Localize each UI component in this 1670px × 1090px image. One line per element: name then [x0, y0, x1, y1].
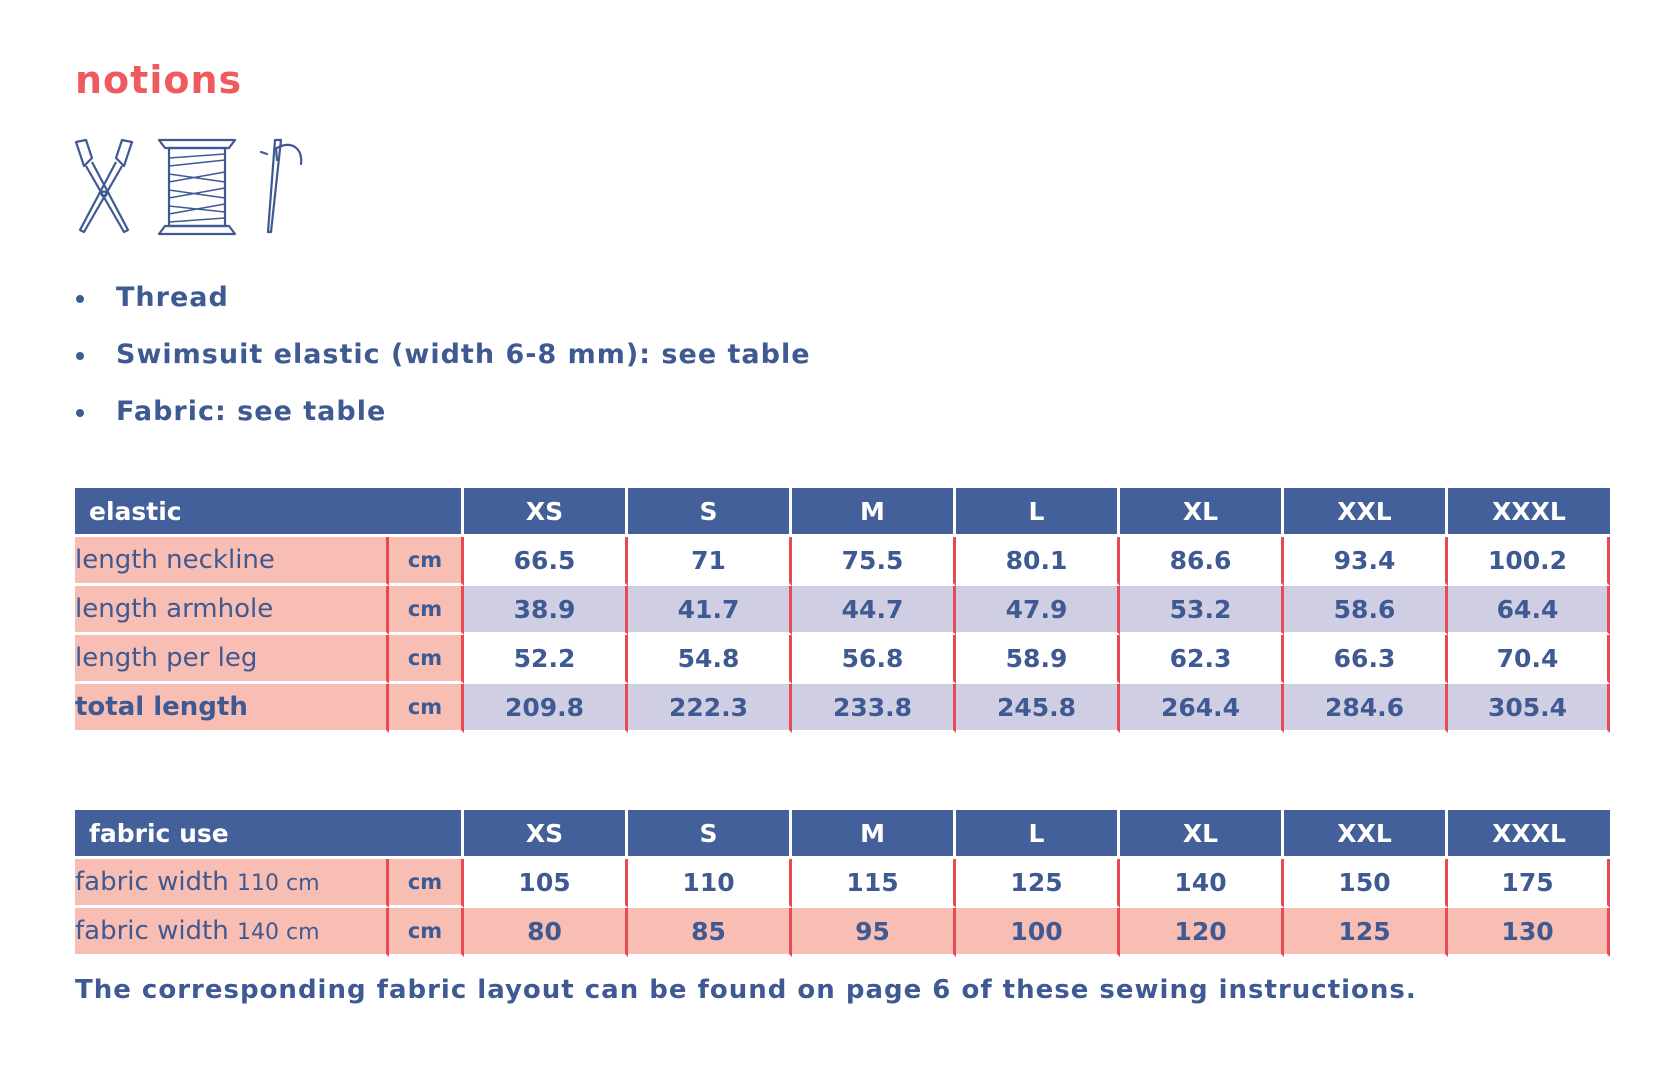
size-header: L [956, 810, 1121, 859]
size-header: XXL [1284, 810, 1449, 859]
table-header-row: fabric use XS S M L XL XXL XXXL [75, 810, 1611, 859]
value-cell: 150 [1284, 859, 1449, 908]
row-label: length per leg [75, 635, 389, 684]
value-cell: 209.8 [464, 684, 628, 733]
value-cell: 110 [628, 859, 793, 908]
unit-cell: cm [389, 908, 465, 957]
value-cell: 54.8 [628, 635, 792, 684]
value-cell: 66.3 [1284, 635, 1448, 684]
value-cell: 305.4 [1448, 684, 1610, 733]
value-cell: 140 [1120, 859, 1285, 908]
value-cell: 115 [792, 859, 957, 908]
size-header: XXXL [1448, 488, 1610, 537]
row-label: length neckline [75, 537, 389, 586]
value-cell: 233.8 [792, 684, 956, 733]
value-cell: 80 [464, 908, 629, 957]
row-label: total length [75, 684, 389, 733]
size-header: XS [464, 488, 628, 537]
value-cell: 130 [1448, 908, 1611, 957]
size-header: S [628, 810, 793, 859]
row-label-width: 110 cm [237, 871, 320, 896]
value-cell: 41.7 [628, 586, 792, 635]
size-header: M [792, 810, 957, 859]
size-header: XS [464, 810, 629, 859]
table-row: fabric width 110 cm cm 105 110 115 125 1… [75, 859, 1611, 908]
row-label: fabric width 140 cm [75, 908, 389, 957]
value-cell: 62.3 [1120, 635, 1284, 684]
value-cell: 222.3 [628, 684, 792, 733]
elastic-table-title: elastic [75, 488, 464, 537]
value-cell: 125 [1284, 908, 1449, 957]
value-cell: 105 [464, 859, 629, 908]
value-cell: 95 [792, 908, 957, 957]
size-header: L [956, 488, 1120, 537]
value-cell: 85 [628, 908, 793, 957]
table-row: length armhole cm 38.9 41.7 44.7 47.9 53… [75, 586, 1610, 635]
value-cell: 80.1 [956, 537, 1120, 586]
size-header: XXL [1284, 488, 1448, 537]
row-label: length armhole [75, 586, 389, 635]
value-cell: 100.2 [1448, 537, 1610, 586]
list-item: Swimsuit elastic (width 6-8 mm): see tab… [72, 335, 811, 392]
unit-cell: cm [389, 537, 464, 586]
needle-icon [259, 138, 303, 234]
page-title: notions [75, 58, 243, 102]
row-label-text: fabric width [75, 916, 229, 946]
value-cell: 44.7 [792, 586, 956, 635]
value-cell: 120 [1120, 908, 1285, 957]
row-label-text: fabric width [75, 867, 229, 897]
unit-cell: cm [389, 586, 464, 635]
notions-list: Thread Swimsuit elastic (width 6-8 mm): … [72, 278, 811, 449]
unit-cell: cm [389, 635, 464, 684]
fabric-table-title: fabric use [75, 810, 465, 859]
notions-icons [72, 138, 332, 248]
value-cell: 75.5 [792, 537, 956, 586]
value-cell: 175 [1448, 859, 1611, 908]
value-cell: 38.9 [464, 586, 628, 635]
value-cell: 66.5 [464, 537, 628, 586]
table-row: fabric width 140 cm cm 80 85 95 100 120 … [75, 908, 1611, 957]
size-header: S [628, 488, 792, 537]
size-header: XL [1120, 810, 1285, 859]
value-cell: 58.9 [956, 635, 1120, 684]
value-cell: 86.6 [1120, 537, 1284, 586]
value-cell: 70.4 [1448, 635, 1610, 684]
size-header: XL [1120, 488, 1284, 537]
scissors-icon [74, 138, 134, 234]
list-item: Thread [72, 278, 811, 335]
value-cell: 71 [628, 537, 792, 586]
row-label-width: 140 cm [237, 920, 320, 945]
value-cell: 64.4 [1448, 586, 1610, 635]
unit-cell: cm [389, 859, 465, 908]
value-cell: 52.2 [464, 635, 628, 684]
value-cell: 125 [956, 859, 1121, 908]
row-label: fabric width 110 cm [75, 859, 389, 908]
value-cell: 93.4 [1284, 537, 1448, 586]
list-item: Fabric: see table [72, 392, 811, 449]
thread-spool-icon [157, 138, 237, 236]
size-header: M [792, 488, 956, 537]
value-cell: 47.9 [956, 586, 1120, 635]
unit-cell: cm [389, 684, 464, 733]
value-cell: 100 [956, 908, 1121, 957]
table-header-row: elastic XS S M L XL XXL XXXL [75, 488, 1610, 537]
table-row: length neckline cm 66.5 71 75.5 80.1 86.… [75, 537, 1610, 586]
fabric-use-table: fabric use XS S M L XL XXL XXXL fabric w… [75, 810, 1611, 957]
value-cell: 53.2 [1120, 586, 1284, 635]
value-cell: 58.6 [1284, 586, 1448, 635]
table-row-total: total length cm 209.8 222.3 233.8 245.8 … [75, 684, 1610, 733]
value-cell: 245.8 [956, 684, 1120, 733]
value-cell: 264.4 [1120, 684, 1284, 733]
table-row: length per leg cm 52.2 54.8 56.8 58.9 62… [75, 635, 1610, 684]
value-cell: 284.6 [1284, 684, 1448, 733]
elastic-table: elastic XS S M L XL XXL XXXL length neck… [75, 488, 1610, 733]
size-header: XXXL [1448, 810, 1611, 859]
footnote: The corresponding fabric layout can be f… [75, 975, 1417, 1005]
value-cell: 56.8 [792, 635, 956, 684]
